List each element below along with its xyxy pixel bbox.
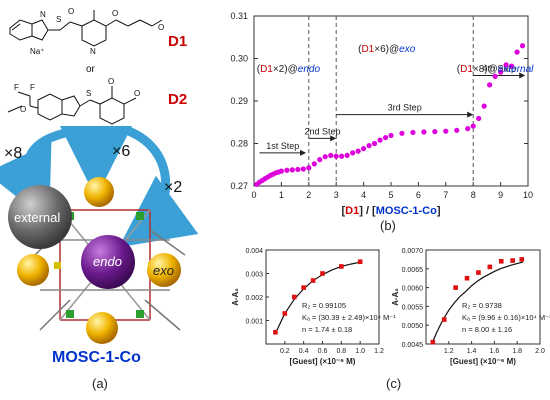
endo-site-sphere: [81, 235, 135, 289]
oxygen-glyph: O: [134, 89, 140, 98]
exo-site-top: [84, 177, 114, 207]
sublabel-b: (b): [380, 218, 396, 233]
d2-structure: [7, 86, 137, 125]
sodium-ion-d1: Na⁺: [30, 47, 44, 56]
sulfur-glyph: S: [86, 89, 91, 98]
oxygen-glyph: O: [20, 105, 26, 114]
sulfur-glyph: S: [56, 15, 61, 24]
oxygen-glyph: O: [158, 23, 164, 32]
arrow-endo: [118, 125, 199, 248]
count-8: ×8: [4, 145, 22, 162]
oxygen-glyph: O: [112, 9, 118, 18]
exo-site-right: [147, 253, 181, 287]
d2-label: D2: [168, 91, 187, 108]
count-6: ×6: [112, 143, 130, 160]
d1-structure: [9, 10, 163, 47]
oxygen-glyph: O: [68, 7, 74, 16]
framework-name: MOSC-1-Co: [52, 349, 141, 366]
sodium-ion-d2: Na⁺: [90, 125, 104, 134]
exo-site-left: [17, 254, 49, 286]
oxygen-glyph: O: [108, 77, 114, 86]
endo-label: endo: [93, 254, 122, 269]
sublabel-a: (a): [92, 376, 108, 391]
arrow-external: [0, 127, 71, 223]
fluorine-glyph: F: [30, 83, 35, 92]
fluorine-glyph: F: [14, 83, 19, 92]
external-label: external: [14, 210, 60, 225]
nitrogen-glyph: N: [40, 10, 46, 19]
or-text: or: [86, 64, 96, 75]
d1-label: D1: [168, 33, 187, 50]
count-2: ×2: [164, 179, 182, 196]
external-site-sphere: [8, 185, 72, 249]
sublabel-c: (c): [386, 376, 402, 391]
exo-site-bottom: [86, 312, 118, 344]
pyridine-n-glyph: N: [90, 47, 96, 56]
exo-label: exo: [153, 263, 174, 278]
